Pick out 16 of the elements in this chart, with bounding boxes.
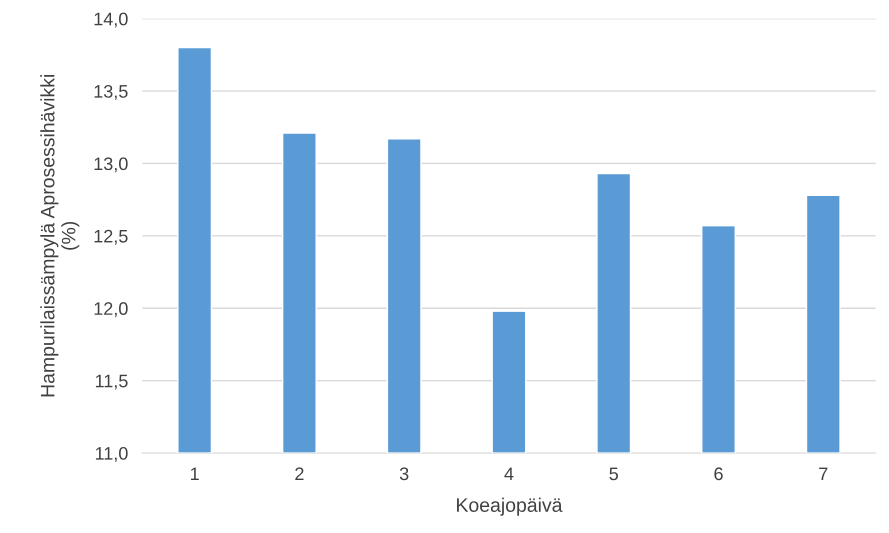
y-tick-label: 13,5: [94, 84, 128, 100]
x-axis-title: Koeajopäivä: [457, 498, 562, 516]
x-tick-label: 3: [400, 467, 408, 480]
x-tick-label: 6: [714, 467, 723, 480]
x-tick-label: 5: [609, 468, 618, 480]
x-tick-label: 7: [819, 468, 828, 480]
x-tick-label: 1: [190, 468, 199, 480]
y-tick-label: 14,0: [94, 12, 128, 28]
y-tick-label: 11,0: [96, 446, 128, 462]
y-tick-label: 11,5: [96, 374, 128, 390]
y-tick-label: 12,0: [94, 302, 128, 318]
x-tick-label: 2: [295, 467, 304, 480]
y-tick-label: 13,0: [94, 157, 128, 172]
y-tick-label: 12,5: [94, 230, 128, 245]
y-axis-title: Hampurilaissämpylä Aprosessihävikki (%): [40, 75, 80, 396]
x-tick-label: 4: [504, 468, 514, 480]
